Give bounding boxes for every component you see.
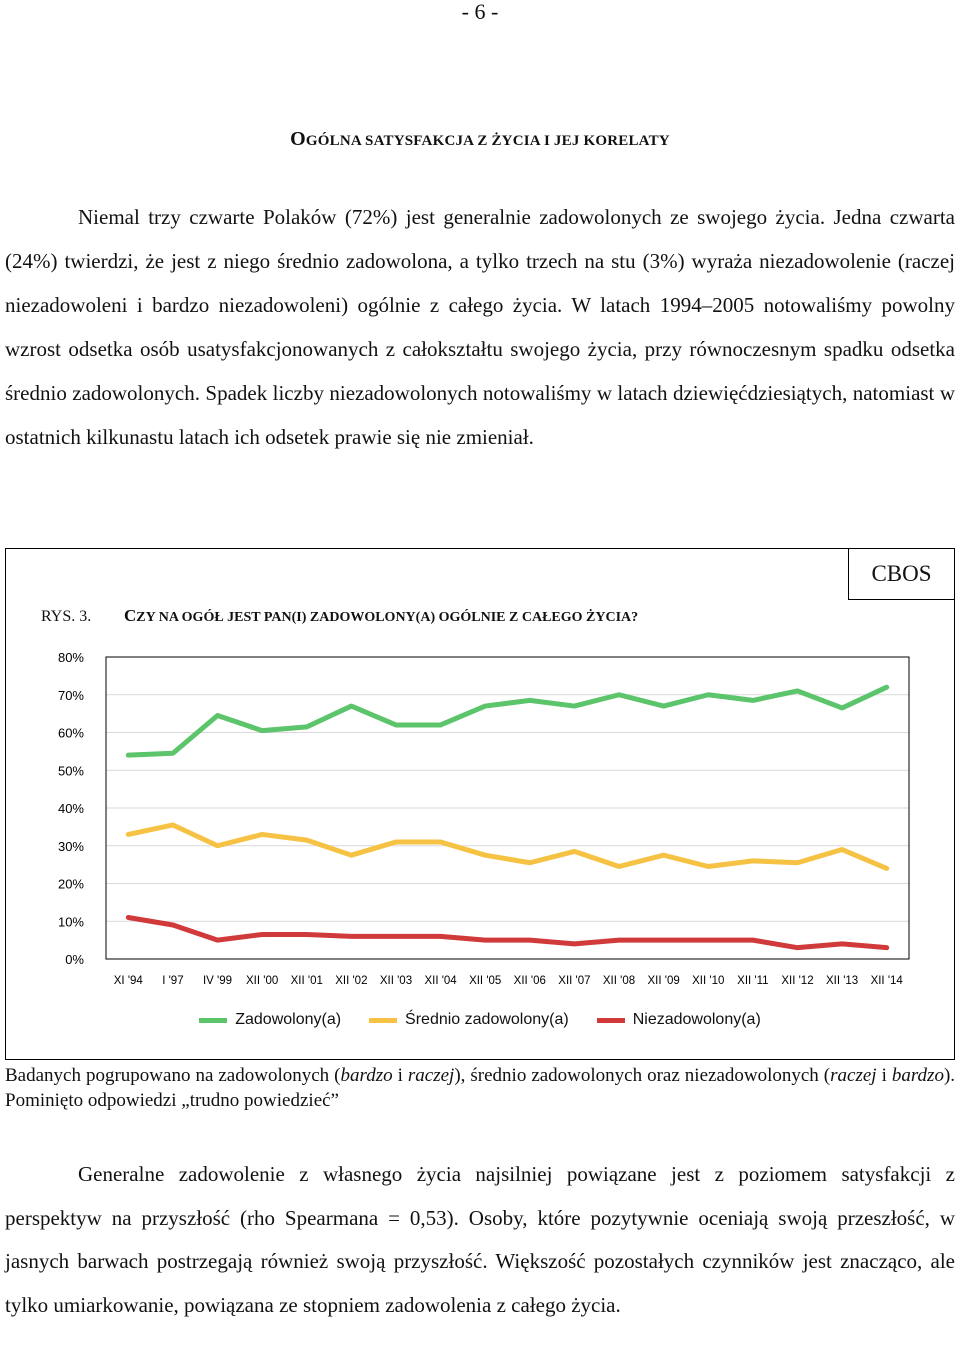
x-tick-label: XII '13 — [826, 975, 858, 987]
legend-label: Średnio zadowolony(a) — [405, 1011, 569, 1028]
note-italic-4: bardzo — [891, 1065, 944, 1086]
figure-frame: CBOS RYS. 3. CZY NA OGÓŁ JEST PAN(I) ZAD… — [5, 548, 955, 1060]
x-tick-label: XII '07 — [558, 975, 590, 987]
figure-title: CZY NA OGÓŁ JEST PAN(I) ZADOWOLONY(A) OG… — [124, 605, 638, 629]
x-tick-label: IV '99 — [203, 975, 232, 987]
legend-item-2: Średnio zadowolony(a) — [369, 1011, 569, 1029]
x-tick-label: XII '06 — [514, 975, 546, 987]
figure-title-initial: C — [124, 606, 137, 625]
legend-item-1: Zadowolony(a) — [199, 1011, 341, 1029]
y-tick-label: 0% — [65, 952, 84, 967]
note-text-5: ). Pominięto odpowiedzi „trudno powiedzi… — [5, 1065, 956, 1111]
legend-label: Zadowolony(a) — [235, 1011, 342, 1028]
intro-paragraph: Niemal trzy czwarte Polaków (72%) jest g… — [5, 205, 955, 449]
page-number: - 6 - — [461, 0, 499, 24]
figure-label: RYS. 3. — [41, 608, 92, 625]
y-tick-label: 50% — [58, 763, 84, 778]
legend-swatch — [199, 1017, 228, 1023]
note-italic-2: raczej — [407, 1065, 455, 1086]
x-tick-label: XII '03 — [380, 975, 412, 987]
y-tick-label: 80% — [58, 650, 84, 665]
y-tick-label: 30% — [58, 839, 84, 854]
x-tick-label: XII '12 — [781, 975, 813, 987]
note-text-2: i — [392, 1065, 408, 1086]
legend-swatch — [369, 1017, 398, 1023]
x-tick-label: XII '11 — [737, 975, 768, 987]
section-heading: OGÓLNA SATYSFAKCJA Z ŻYCIA I JEJ KORELAT… — [0, 126, 960, 154]
y-tick-label: 40% — [58, 801, 84, 816]
figure-title-rest: ZY NA OGÓŁ JEST PAN(I) ZADOWOLONY(A) OGÓ… — [136, 610, 639, 625]
y-tick-label: 10% — [58, 914, 84, 929]
note-text-4: i — [876, 1065, 892, 1086]
note-italic-3: raczej — [830, 1065, 877, 1086]
x-tick-label: XII '05 — [469, 975, 501, 987]
y-tick-label: 70% — [58, 688, 84, 703]
x-tick-label: XII '14 — [871, 975, 904, 987]
x-tick-label: XII '09 — [648, 975, 680, 987]
x-tick-label: XII '01 — [291, 975, 323, 987]
source-label: CBOS — [848, 548, 955, 600]
series-line-3 — [125, 914, 890, 951]
note-text-3: ), średnio zadowolonych oraz niezadowolo… — [454, 1065, 831, 1086]
y-tick-label: 60% — [58, 726, 84, 741]
x-tick-label: XII '08 — [603, 975, 635, 987]
series-line-1 — [125, 684, 890, 758]
x-tick-label: XII '02 — [335, 975, 367, 987]
heading-rest: GÓLNA SATYSFAKCJA Z ŻYCIA I JEJ KORELATY — [305, 133, 670, 149]
line-chart: 0% 10% 20% 30% 40% 50% 60% 70% 80% XI '94 I '97 IV … — [58, 650, 910, 987]
heading-initial: O — [290, 128, 306, 150]
legend-label: Niezadowolony(a) — [632, 1011, 761, 1028]
y-tick-label: 20% — [58, 877, 84, 892]
plot-area — [105, 656, 910, 960]
chart-legend: Zadowolony(a) Średnio zadowolony(a) Niezad… — [6, 1007, 954, 1033]
note-italic-1: bardzo — [340, 1065, 393, 1086]
x-tick-label: I '97 — [162, 975, 183, 987]
series-line-2 — [125, 822, 890, 871]
legend-swatch — [596, 1017, 625, 1023]
note-text-1: Badanych pogrupowano na zadowolonych ( — [5, 1065, 341, 1086]
legend-item-3: Niezadowolony(a) — [596, 1011, 761, 1029]
figure-note: Badanych pogrupowano na zadowolonych (ba… — [5, 1063, 955, 1113]
correlates-paragraph: Generalne zadowolenie z własnego życia n… — [5, 1162, 955, 1317]
x-tick-label: XII '00 — [246, 975, 278, 987]
x-tick-label: XII '04 — [424, 975, 457, 987]
x-tick-label: XI '94 — [114, 975, 144, 987]
x-tick-label: XII '10 — [692, 975, 724, 987]
